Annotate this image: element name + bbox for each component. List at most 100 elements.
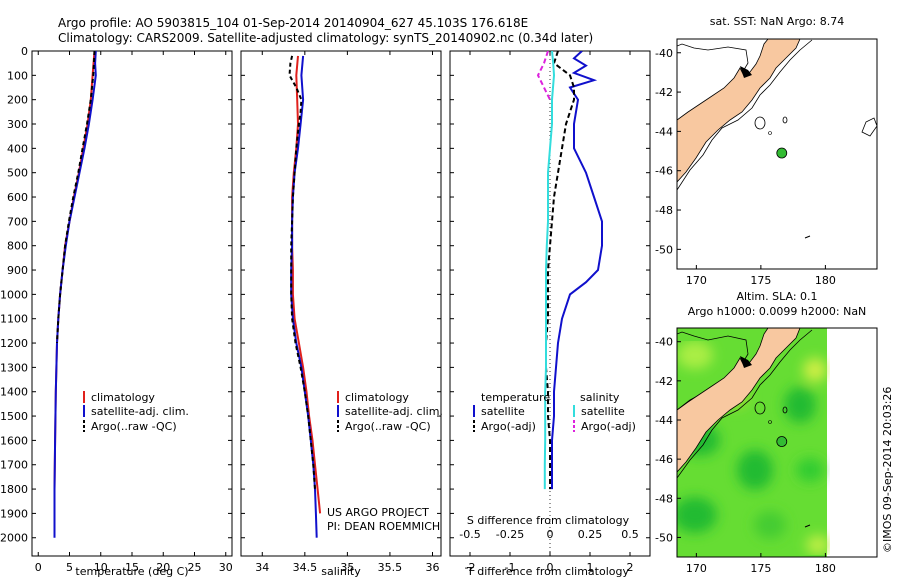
x-tick-label: -2	[465, 561, 476, 574]
depth-tick-label: 1600	[0, 434, 28, 447]
sla-argo-position-marker	[776, 436, 788, 447]
x-tick-label: 20	[156, 561, 170, 574]
legend-label-t-satellite: satellite	[481, 405, 525, 418]
legend-header-temperature: temperature	[481, 391, 550, 404]
sla-land	[677, 328, 801, 473]
series-line-argo-raw-qc-	[288, 55, 316, 490]
depth-tick-label: 500	[7, 167, 28, 180]
map-lon-tick-label: 180	[815, 274, 836, 287]
sla-slope-contour	[677, 329, 813, 479]
salinity-plot-frame	[240, 50, 442, 557]
depth-tick-label: 1200	[0, 337, 28, 350]
map-lat-tick-label: -46	[655, 165, 673, 178]
x-tick-label: 15	[125, 561, 139, 574]
map-lat-tick-label: -40	[655, 336, 673, 349]
temperature-legend: climatology satellite-adj. clim. Argo(..…	[83, 391, 189, 433]
map-lat-tick-label: -44	[655, 414, 673, 427]
legend-header-salinity: salinity	[580, 391, 620, 404]
x-tick-label: 36	[425, 561, 439, 574]
map-lon-tick-label: 175	[750, 562, 771, 575]
x-tick-label: 30	[219, 561, 233, 574]
x-tick-label: 2	[627, 561, 634, 574]
map-tick-labels: 170 175 180 -40 -42 -44 -46 -48 -50 170 175 180 -40 -…	[655, 47, 836, 575]
legend-label-s-satellite: satellite	[581, 405, 625, 418]
sla-map	[677, 328, 877, 557]
legend-label-argo: Argo(..raw -QC)	[91, 420, 177, 433]
map-lon-tick-label: 180	[815, 562, 836, 575]
depth-tick-label: 0	[21, 45, 28, 58]
map-lon-tick-label: 170	[686, 274, 707, 287]
x-tick-label: 10	[94, 561, 108, 574]
sla-seamount-contour	[754, 401, 766, 415]
depth-tick-label: 1000	[0, 288, 28, 301]
x-tick-label: 5	[66, 561, 73, 574]
salinity-series-group	[288, 55, 322, 538]
sst-map-frame	[676, 38, 878, 270]
depth-tick-label: 1100	[0, 313, 28, 326]
map-lat-tick-label: -42	[655, 375, 673, 388]
x-tick-label: 34	[255, 561, 269, 574]
x-tick-label: 34.5	[293, 561, 318, 574]
x-tick-label: 0	[35, 561, 42, 574]
depth-tick-label: 100	[7, 69, 28, 82]
sst-chatham-contour	[861, 117, 877, 137]
sst-seamount-contour	[754, 116, 766, 130]
sla-anomaly-patches	[677, 341, 830, 555]
depth-tick-label: 1500	[0, 410, 28, 423]
legend-label-climatology: climatology	[91, 391, 155, 404]
map-lat-tick-label: -40	[655, 47, 673, 60]
legend-label-argo: Argo(..raw -QC)	[345, 420, 431, 433]
map-lat-tick-label: -46	[655, 453, 673, 466]
sla-map-subtitle: Argo h1000: 0.0099 h2000: NaN	[688, 305, 867, 318]
sla-map-frame	[676, 327, 878, 558]
sla-no-data-region	[827, 328, 877, 557]
legend-label-t-argo: Argo(-adj)	[481, 420, 536, 433]
s-difference-tick-label: -0.25	[496, 528, 524, 541]
depth-tick-label: 1700	[0, 459, 28, 472]
depth-tick-label: 200	[7, 94, 28, 107]
sla-banks-peninsula	[740, 356, 752, 368]
depth-tick-label: 700	[7, 215, 28, 228]
sla-island-dot	[768, 420, 772, 424]
series-line-s-argo-adj-	[536, 51, 551, 101]
legend-label-s-argo: Argo(-adj)	[581, 420, 636, 433]
sla-small-feature	[804, 524, 811, 528]
x-tick-label: 0	[547, 561, 554, 574]
map-lon-tick-label: 170	[686, 562, 707, 575]
depth-tick-label: 1300	[0, 361, 28, 374]
difference-xlabel: T difference from climatology	[466, 565, 629, 578]
sla-map-title: Altim. SLA: 0.1	[736, 290, 817, 303]
sst-map-title: sat. SST: NaN Argo: 8.74	[710, 15, 844, 28]
temperature-xlabel: temperature (deg C)	[75, 565, 188, 578]
sst-small-feature	[804, 235, 811, 239]
x-tick-label: 35	[340, 561, 354, 574]
s-difference-tick-label: 0	[547, 528, 554, 541]
sst-map	[677, 39, 877, 269]
salinity-xlabel: salinity	[321, 565, 361, 578]
sst-land	[677, 39, 801, 183]
sst-argo-position-marker	[776, 147, 788, 159]
x-tick-label: 35.5	[378, 561, 403, 574]
depth-tick-label: 300	[7, 118, 28, 131]
s-difference-tick-label: 0.5	[621, 528, 639, 541]
depth-tick-label: 1800	[0, 483, 28, 496]
difference-top-xlabel: S difference from climatology	[467, 514, 630, 527]
depth-tick-label: 1400	[0, 386, 28, 399]
depth-tick-label: 1900	[0, 507, 28, 520]
credit-pi: PI: DEAN ROEMMICH	[327, 520, 440, 533]
series-line-t-satellite	[551, 51, 603, 490]
axes-ticks-group: 0 5 10 15 20 25 30 34 34.5 35 35.5 36 -2 -1 0 1 2	[32, 50, 650, 574]
temperature-series-group	[53, 51, 97, 538]
depth-tick-label: 600	[7, 191, 28, 204]
s-difference-tick-label: -0.5	[459, 528, 480, 541]
map-lon-tick-label: 175	[750, 274, 771, 287]
s-difference-tick-labels: -0.5 -0.25 0 0.25 0.5	[459, 528, 638, 541]
x-tick-label: -1	[505, 561, 516, 574]
legend-label-satellite: satellite-adj. clim.	[345, 405, 443, 418]
footer-timestamp: ©IMOS 09-Sep-2014 20:03:26	[881, 387, 894, 553]
legend-label-climatology: climatology	[345, 391, 409, 404]
header-line2: Climatology: CARS2009. Satellite-adjuste…	[58, 31, 593, 45]
credit-project: US ARGO PROJECT	[327, 506, 429, 519]
header-line1: Argo profile: AO 5903815_104 01-Sep-2014…	[58, 16, 528, 30]
